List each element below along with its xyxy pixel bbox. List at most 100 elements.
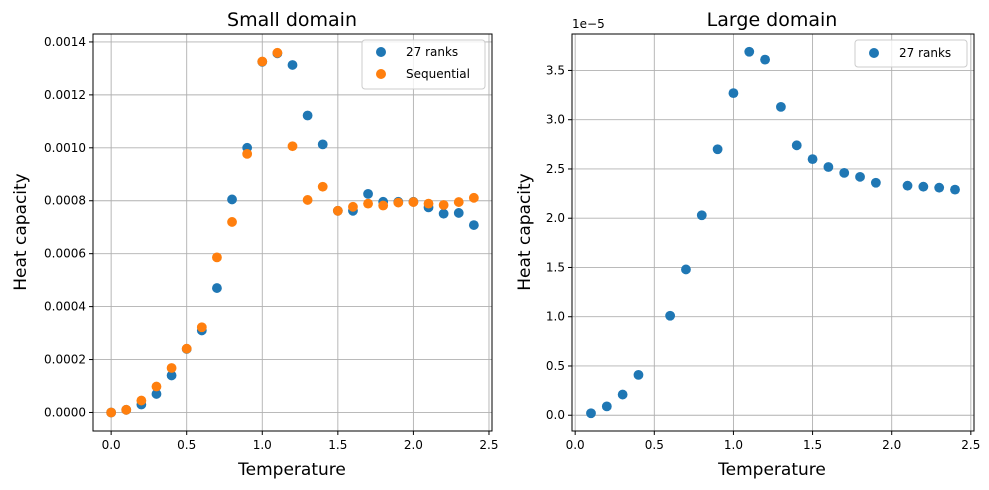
data-point: [776, 101, 786, 112]
y-tick-label: 1.5: [546, 260, 565, 274]
legend: 27 ranks: [854, 39, 968, 68]
data-point: [287, 141, 298, 152]
data-point: [870, 177, 881, 188]
data-point: [807, 154, 818, 165]
x-axis-label: Temperature: [717, 460, 826, 480]
data-point: [302, 195, 313, 205]
series-1: [106, 48, 479, 418]
y-axis-label: Heat capacity: [515, 173, 535, 291]
data-point: [363, 198, 373, 209]
data-point: [601, 401, 612, 412]
x-tick-label: 0.0: [102, 438, 121, 452]
x-tick-label: 1.0: [724, 438, 743, 452]
data-point: [151, 389, 162, 399]
data-point: [287, 60, 298, 70]
y-tick-label: 2.5: [546, 162, 565, 176]
data-point: [918, 181, 929, 192]
y-tick-label: 0.0008: [44, 194, 86, 208]
y-tick-label: 0.5: [546, 359, 565, 373]
data-point: [348, 201, 358, 212]
data-point: [212, 283, 222, 293]
data-point: [617, 389, 628, 400]
y-tick-label: 0.0002: [44, 353, 86, 367]
legend: 27 ranks Sequential: [361, 39, 486, 90]
data-point: [166, 363, 177, 373]
small-domain-panel: Small domain 0.0 0.5 1.0 1.5 2.0 2.5 0.0000 0.0…: [11, 9, 499, 480]
data-point: [712, 144, 723, 155]
plot-frame: [92, 33, 493, 432]
y-axis-label: Heat capacity: [11, 173, 31, 291]
data-point: [272, 47, 283, 58]
data-point: [393, 197, 404, 208]
data-point: [242, 148, 253, 159]
data-point: [166, 370, 177, 381]
data-point: [839, 168, 850, 178]
data-point: [438, 208, 449, 219]
data-point: [423, 198, 434, 209]
legend-marker-27-ranks: [869, 48, 879, 58]
x-axis-label: Temperature: [237, 460, 346, 480]
data-point: [453, 208, 464, 218]
plot-frame: [571, 33, 975, 432]
data-point: [902, 180, 913, 191]
data-point: [317, 139, 328, 150]
y-tick-label: 0.0000: [44, 405, 86, 419]
data-point: [227, 217, 237, 227]
legend-box: [854, 39, 968, 68]
x-tick-label: 2.0: [882, 438, 901, 452]
data-point: [760, 54, 770, 65]
data-point: [950, 184, 960, 195]
data-point: [681, 264, 691, 275]
y-axis-offset-label: 1e−5: [572, 17, 605, 31]
data-point: [212, 252, 222, 263]
data-point: [121, 404, 132, 415]
x-tick-label: 1.5: [803, 438, 822, 452]
data-point: [665, 310, 676, 321]
y-tick-label: 0.0014: [44, 35, 86, 49]
data-point: [744, 46, 755, 57]
chart-title: Small domain: [227, 9, 357, 31]
data-point: [823, 162, 834, 172]
x-tick-label: 0.0: [566, 438, 585, 452]
data-point: [363, 188, 373, 199]
data-point: [257, 56, 268, 67]
x-tick-label: 2.5: [961, 438, 980, 452]
data-point: [332, 205, 343, 216]
data-point: [106, 407, 117, 418]
legend-box: [361, 39, 486, 90]
y-tick-label: 0.0006: [44, 247, 86, 261]
data-point: [136, 395, 147, 406]
y-tick-label: 0.0010: [44, 141, 86, 155]
x-tick-label: 2.5: [479, 438, 498, 452]
data-point: [696, 210, 707, 221]
data-point: [302, 110, 313, 121]
data-point: [728, 88, 739, 99]
y-tick-label: 2.0: [546, 211, 565, 225]
x-tick-label: 2.0: [404, 438, 423, 452]
series-2: [106, 47, 479, 418]
data-point: [855, 171, 865, 182]
legend-label-sequential: Sequential: [406, 67, 470, 81]
data-point: [453, 197, 464, 207]
legend-marker-sequential: [376, 69, 386, 79]
data-point: [438, 200, 449, 210]
chart-title: Large domain: [707, 9, 838, 31]
data-point: [633, 369, 644, 380]
legend-label-27-ranks: 27 ranks: [899, 46, 951, 60]
data-point: [181, 343, 192, 354]
data-point: [408, 197, 419, 207]
y-tick-label: 3.0: [546, 113, 565, 127]
x-tick-label: 1.5: [328, 438, 347, 452]
y-tick-label: 1.0: [546, 310, 565, 324]
data-point: [468, 220, 479, 230]
data-point: [196, 322, 207, 333]
series-1: [586, 46, 960, 419]
y-tick-label: 3.5: [546, 63, 565, 77]
y-tick-label: 0.0004: [44, 300, 86, 314]
data-point: [227, 194, 237, 205]
large-domain-panel: Large domain 1e−5 0.0 0.5 1.0 1.5 2.0 2.5 0.0 0…: [515, 9, 980, 480]
x-tick-label: 1.0: [253, 438, 272, 452]
data-point: [586, 408, 596, 419]
y-tick-label: 0.0: [546, 408, 565, 422]
